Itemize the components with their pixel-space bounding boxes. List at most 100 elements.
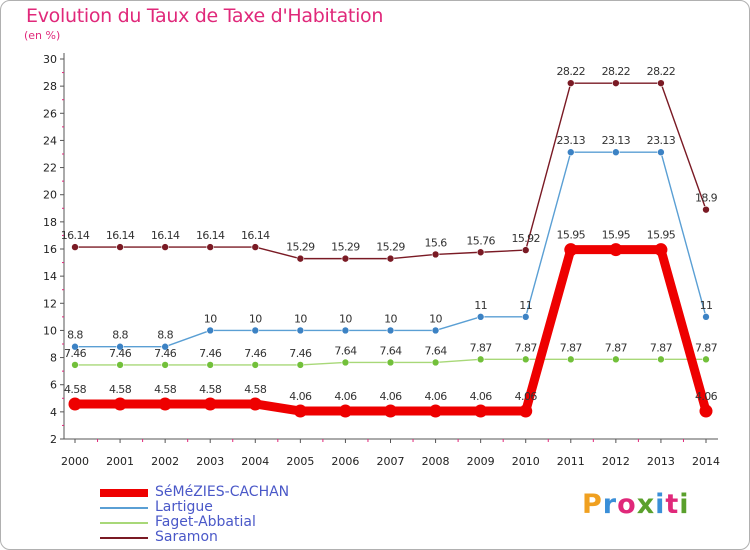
data-label: 7.46 bbox=[289, 347, 312, 360]
data-label: 7.64 bbox=[425, 344, 448, 357]
data-point bbox=[519, 404, 533, 418]
data-label: 28.22 bbox=[557, 65, 586, 78]
chart-title: Evolution du Taux de Taxe d'Habitation bbox=[26, 5, 384, 27]
data-label: 10 bbox=[249, 312, 262, 325]
data-label: 7.46 bbox=[64, 347, 87, 360]
data-label: 4.06 bbox=[379, 390, 402, 403]
data-point bbox=[296, 326, 305, 335]
data-point bbox=[566, 355, 575, 364]
data-label: 4.06 bbox=[515, 390, 538, 403]
x-tick-label: 2000 bbox=[61, 455, 89, 468]
data-label: 10 bbox=[429, 312, 442, 325]
data-label: 16.14 bbox=[241, 229, 270, 242]
data-label: 7.64 bbox=[379, 344, 402, 357]
y-tick-label: 14 bbox=[43, 270, 57, 283]
data-point bbox=[609, 243, 623, 257]
y-tick-label: 26 bbox=[43, 107, 57, 120]
data-point bbox=[612, 355, 620, 364]
data-point bbox=[431, 326, 440, 335]
data-point bbox=[386, 358, 395, 367]
data-label: 18.9 bbox=[695, 192, 718, 205]
y-tick-label: 16 bbox=[43, 243, 57, 256]
logo-letter: r bbox=[602, 489, 618, 520]
data-label: 15.29 bbox=[331, 241, 360, 254]
x-tick-label: 2001 bbox=[106, 455, 134, 468]
x-tick-label: 2004 bbox=[241, 455, 269, 468]
data-point bbox=[341, 254, 350, 263]
data-point bbox=[341, 358, 350, 367]
data-label: 15.95 bbox=[647, 229, 676, 242]
data-point bbox=[654, 243, 668, 257]
data-point bbox=[71, 361, 79, 369]
legend-label: SéMéZIES-CACHAN bbox=[155, 484, 290, 500]
data-label: 16.14 bbox=[106, 229, 135, 242]
data-label: 11 bbox=[700, 299, 713, 312]
data-point bbox=[296, 361, 305, 369]
data-label: 8.8 bbox=[67, 329, 83, 342]
data-point bbox=[161, 342, 169, 351]
data-label: 4.06 bbox=[695, 390, 718, 403]
data-label: 23.13 bbox=[647, 134, 676, 147]
data-label: 4.06 bbox=[334, 390, 357, 403]
data-point bbox=[566, 148, 575, 157]
data-point bbox=[657, 355, 665, 364]
x-tick-label: 2014 bbox=[692, 455, 720, 468]
data-point bbox=[431, 358, 440, 367]
data-label: 16.14 bbox=[61, 229, 90, 242]
data-label: 10 bbox=[204, 312, 217, 325]
data-label: 7.87 bbox=[695, 341, 718, 354]
data-point bbox=[612, 148, 620, 157]
data-point bbox=[657, 148, 665, 157]
x-tick-label: 2010 bbox=[512, 455, 540, 468]
data-point bbox=[206, 361, 215, 369]
data-label: 4.58 bbox=[154, 383, 177, 396]
data-point bbox=[341, 326, 350, 335]
data-label: 15.29 bbox=[376, 241, 405, 254]
data-point bbox=[476, 313, 485, 321]
y-tick-label: 30 bbox=[43, 53, 57, 66]
data-point bbox=[521, 355, 530, 364]
x-tick-label: 2011 bbox=[557, 455, 585, 468]
x-tick-label: 2003 bbox=[196, 455, 224, 468]
logo-letter: x bbox=[636, 489, 656, 520]
data-point bbox=[116, 243, 124, 251]
data-label: 4.58 bbox=[109, 383, 132, 396]
data-label: 23.13 bbox=[557, 134, 586, 147]
data-point bbox=[521, 313, 530, 321]
data-point bbox=[476, 355, 485, 364]
data-point bbox=[116, 361, 124, 369]
data-label: 7.87 bbox=[650, 341, 673, 354]
data-point bbox=[71, 243, 79, 251]
data-point bbox=[699, 404, 713, 418]
legend-label: Saramon bbox=[155, 529, 218, 545]
data-point bbox=[564, 243, 578, 257]
data-label: 15.95 bbox=[557, 229, 586, 242]
data-point bbox=[293, 404, 307, 418]
data-labels: 16.14 16.14 16.14 16.14 16.14 15.29 15.29 15.29… bbox=[61, 65, 718, 403]
y-tick-label: 18 bbox=[43, 216, 57, 229]
data-point bbox=[612, 79, 620, 87]
data-point bbox=[116, 342, 124, 351]
data-label: 15.92 bbox=[511, 232, 540, 245]
legend-label: Lartigue bbox=[155, 499, 213, 515]
data-label: 7.87 bbox=[470, 341, 493, 354]
data-point bbox=[386, 326, 395, 335]
x-tick-label: 2009 bbox=[467, 455, 495, 468]
data-label: 7.87 bbox=[515, 341, 538, 354]
logo-letter: P bbox=[582, 489, 603, 520]
data-label: 7.46 bbox=[244, 347, 267, 360]
y-tick-label: 10 bbox=[43, 324, 57, 337]
data-point bbox=[384, 404, 397, 418]
data-point bbox=[702, 313, 710, 321]
data-label: 4.06 bbox=[289, 390, 312, 403]
data-label: 11 bbox=[519, 299, 532, 312]
data-point bbox=[702, 205, 710, 214]
x-tick-label: 2008 bbox=[422, 455, 450, 468]
data-label: 4.58 bbox=[64, 383, 87, 396]
data-label: 15.76 bbox=[466, 234, 495, 247]
legend-swatch bbox=[100, 489, 148, 497]
data-point bbox=[566, 79, 575, 87]
data-label: 4.06 bbox=[425, 390, 448, 403]
